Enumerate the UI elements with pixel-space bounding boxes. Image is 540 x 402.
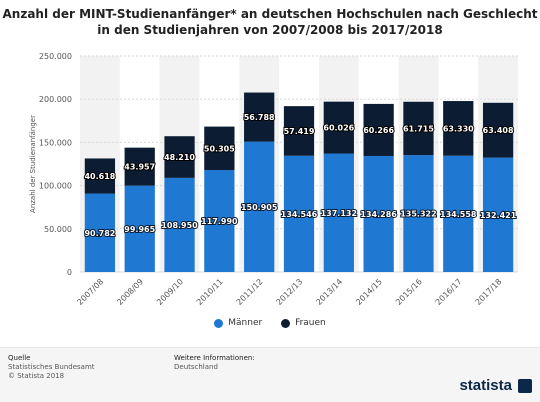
footer-source-line-2: © Statista 2018 bbox=[8, 372, 65, 380]
x-tick-label: 2017/18 bbox=[474, 277, 504, 307]
bar-men bbox=[204, 170, 235, 272]
x-tick-label: 2014/15 bbox=[354, 277, 384, 307]
y-tick-label: 100.000 bbox=[39, 182, 72, 191]
bar-men bbox=[403, 155, 434, 272]
y-axis-label: Anzahl der Studienanfänger bbox=[29, 115, 37, 213]
x-tick-label: 2013/14 bbox=[314, 277, 344, 307]
chart-area: 0 50.000 100.000 150.000 200.000 250.000 Anzah… bbox=[29, 52, 518, 307]
x-tick-label: 2011/12 bbox=[235, 277, 265, 307]
value-label-men: 132.421 bbox=[480, 211, 517, 220]
value-label-women: 40.618 bbox=[84, 172, 115, 181]
value-label-men: 150.905 bbox=[241, 203, 278, 212]
value-label-men: 134.558 bbox=[440, 210, 477, 219]
footer-source: Quelle Statistisches Bundesamt © Statist… bbox=[8, 354, 95, 381]
x-tick-label: 2007/08 bbox=[75, 277, 105, 307]
x-tick-label: 2015/16 bbox=[394, 277, 424, 307]
footer-source-heading: Quelle bbox=[8, 354, 31, 362]
y-tick-label: 0 bbox=[67, 268, 72, 277]
bar-men bbox=[323, 153, 354, 272]
value-label-women: 48.210 bbox=[164, 153, 195, 162]
footer-info: Weitere Informationen: Deutschland bbox=[174, 354, 255, 372]
footer-source-line-1[interactable]: Statistisches Bundesamt bbox=[8, 363, 95, 371]
bar-women bbox=[84, 158, 116, 194]
statista-logo-icon bbox=[518, 379, 532, 393]
statista-logo-text[interactable]: statista bbox=[459, 377, 512, 394]
bar-men bbox=[164, 177, 195, 272]
legend-item-women[interactable]: Frauen bbox=[281, 318, 326, 328]
footer: Quelle Statistisches Bundesamt © Statist… bbox=[0, 347, 540, 402]
bar-women bbox=[124, 147, 155, 186]
bar-men bbox=[443, 155, 474, 272]
value-label-men: 134.546 bbox=[281, 210, 318, 219]
value-label-women: 60.266 bbox=[363, 126, 394, 135]
y-tick-label: 150.000 bbox=[39, 138, 72, 147]
x-tick-label: 2008/09 bbox=[115, 277, 145, 307]
bar-women bbox=[363, 103, 394, 156]
bar-women bbox=[482, 102, 514, 158]
bar-men bbox=[283, 155, 315, 272]
value-label-men: 137.132 bbox=[321, 209, 357, 218]
x-tick-label: 2016/17 bbox=[434, 277, 464, 307]
value-label-women: 61.715 bbox=[403, 124, 434, 133]
value-label-men: 108.950 bbox=[161, 221, 198, 230]
legend-dot-women bbox=[281, 318, 291, 328]
value-label-women: 56.788 bbox=[244, 113, 275, 122]
value-label-men: 99.965 bbox=[124, 225, 155, 234]
x-tick-label: 2012/13 bbox=[275, 277, 305, 307]
bar-men bbox=[482, 157, 514, 272]
value-label-women: 50.305 bbox=[204, 144, 235, 153]
chart-title-line-1: Anzahl der MINT-Studienanfänger* an deut… bbox=[2, 7, 538, 21]
value-label-women: 60.026 bbox=[323, 124, 354, 133]
bar-men bbox=[363, 155, 394, 272]
bar-women bbox=[283, 106, 315, 156]
value-label-men: 135.322 bbox=[400, 210, 436, 219]
value-label-women: 57.419 bbox=[284, 127, 315, 136]
bar-women bbox=[323, 101, 354, 154]
value-label-women: 43.957 bbox=[124, 163, 155, 172]
bar-men bbox=[84, 193, 116, 272]
value-label-men: 90.782 bbox=[84, 229, 115, 238]
bar-men bbox=[124, 185, 155, 272]
bar-women bbox=[443, 101, 474, 156]
x-tick-label: 2009/10 bbox=[155, 277, 185, 307]
bar-men bbox=[244, 141, 275, 272]
value-label-women: 63.330 bbox=[443, 124, 474, 133]
footer-info-heading: Weitere Informationen: bbox=[174, 354, 255, 362]
bar-women bbox=[244, 92, 275, 142]
chart-title-line-2: in den Studienjahren von 2007/2008 bis 2… bbox=[97, 23, 443, 37]
legend-label-men: Männer bbox=[228, 318, 263, 328]
bar-women bbox=[204, 126, 235, 171]
chart-legend: Männer Frauen bbox=[0, 318, 540, 331]
legend-label-women: Frauen bbox=[295, 318, 326, 328]
legend-dot-men bbox=[214, 318, 224, 328]
bar-women bbox=[403, 101, 434, 156]
footer-info-line-1: Deutschland bbox=[174, 363, 218, 371]
value-label-men: 117.990 bbox=[201, 217, 238, 226]
x-tick-label: 2010/11 bbox=[195, 277, 225, 307]
y-tick-label: 50.000 bbox=[44, 225, 72, 234]
legend-item-men[interactable]: Männer bbox=[214, 318, 262, 328]
value-label-men: 134.286 bbox=[360, 210, 397, 219]
bar-women bbox=[164, 136, 195, 178]
y-tick-label: 250.000 bbox=[39, 52, 72, 61]
chart-title: Anzahl der MINT-Studienanfänger* an deut… bbox=[0, 6, 540, 38]
stacked-bar-chart: 0 50.000 100.000 150.000 200.000 250.000 Anzah… bbox=[29, 52, 518, 307]
y-tick-label: 200.000 bbox=[39, 95, 72, 104]
value-label-women: 63.408 bbox=[483, 126, 514, 135]
